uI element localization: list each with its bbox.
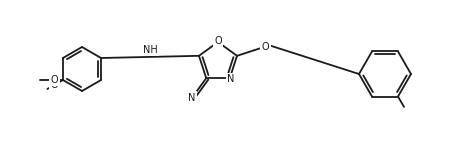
Text: N: N (189, 93, 196, 103)
Text: N: N (227, 74, 234, 84)
Text: O: O (50, 75, 58, 85)
Text: O: O (262, 42, 269, 52)
Text: NH: NH (143, 45, 158, 55)
Text: O: O (214, 36, 222, 46)
Text: O: O (51, 80, 58, 90)
